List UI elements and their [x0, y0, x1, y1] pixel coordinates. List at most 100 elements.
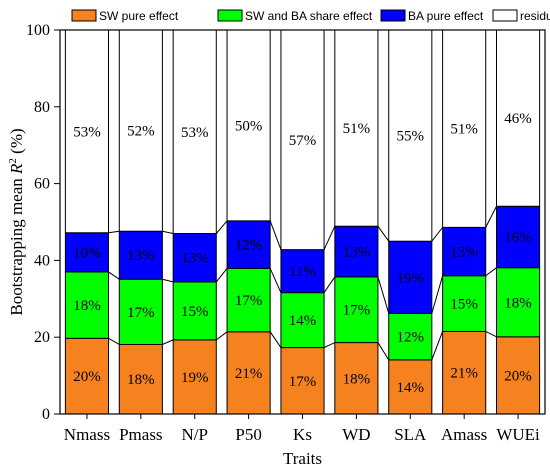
data-label: 18%	[343, 371, 371, 387]
bar-segment	[64, 271, 109, 339]
bar-segment	[280, 249, 325, 294]
data-label: 13%	[450, 245, 478, 261]
bar-segment	[496, 29, 541, 207]
bar-segment	[118, 278, 163, 345]
data-label: 18%	[504, 295, 532, 311]
data-label: 17%	[289, 374, 317, 390]
legend-swatch	[380, 9, 406, 22]
data-label: 13%	[181, 251, 209, 267]
y-tick-label: 80	[34, 99, 50, 116]
bar-segment	[442, 330, 487, 415]
x-axis-title: Traits	[283, 449, 322, 468]
connector-line	[108, 337, 120, 345]
bar-segment	[226, 220, 271, 269]
data-label: 14%	[397, 380, 425, 396]
x-tick-label: Nmass	[64, 425, 110, 444]
x-tick-label: Pmass	[119, 425, 162, 444]
connector-line	[377, 276, 390, 314]
connector-line	[215, 268, 228, 283]
bar-segment	[442, 29, 487, 228]
data-label: 19%	[397, 270, 425, 286]
connector-line	[108, 271, 120, 280]
data-label: 16%	[504, 230, 532, 246]
legend-label: SW pure effect	[99, 9, 179, 23]
data-label: 20%	[73, 369, 101, 385]
connector-line	[431, 331, 444, 361]
legend-swatch	[217, 9, 243, 22]
bar-segment	[442, 275, 487, 332]
connector-line	[215, 331, 228, 341]
connector-line	[323, 276, 336, 293]
y-tick-label: 0	[42, 406, 50, 423]
bar-segment	[172, 233, 217, 283]
bar-segment	[496, 267, 541, 338]
legend-label: BA pure effect	[408, 9, 484, 23]
x-tick-label: SLA	[394, 425, 427, 444]
data-label: 51%	[450, 122, 478, 138]
data-label: 50%	[235, 118, 263, 134]
bar-segment	[388, 29, 433, 242]
bar-segment	[118, 29, 163, 232]
bar-segment	[64, 337, 109, 415]
bar-segment	[334, 225, 379, 278]
x-tick-label: WD	[342, 425, 370, 444]
data-label: 21%	[235, 366, 263, 382]
data-label: 13%	[343, 245, 371, 261]
legend-swatch	[492, 9, 518, 22]
data-label: 17%	[127, 305, 155, 321]
connector-line	[323, 226, 336, 250]
data-labels-layer: 20% 18% 10% 53% 18% 17% 13% 52% 19% 15% 13% 53% 21% 1…	[73, 111, 532, 396]
x-tick-label: Amass	[441, 425, 487, 444]
data-label: 14%	[289, 313, 317, 329]
connector-lines	[108, 206, 497, 361]
y-tick-label: 60	[34, 176, 50, 193]
data-label: 12%	[397, 330, 425, 346]
y-axis-title-sup: 2	[7, 158, 19, 164]
x-tick-label: P50	[235, 425, 261, 444]
bar-segment	[496, 205, 541, 269]
bar-segment	[172, 281, 217, 341]
bars-layer	[64, 29, 541, 415]
connector-line	[431, 275, 444, 314]
connector-line	[323, 342, 336, 349]
x-tick-label: N/P	[181, 425, 207, 444]
connector-line	[215, 220, 228, 234]
data-label: 18%	[127, 372, 155, 388]
x-tick-label: WUEi	[496, 425, 540, 444]
legend-swatch	[71, 9, 97, 22]
connector-line	[269, 331, 282, 348]
bar-segment	[280, 347, 325, 415]
bar-segment	[226, 29, 271, 222]
bar-segment	[388, 240, 433, 314]
connector-line	[485, 206, 497, 228]
x-tick-label: Ks	[293, 425, 312, 444]
bar-segment	[280, 29, 325, 251]
axes: 0 20 40 60 80 100 Nmass Pmass N/P P50 Ks WD SLA Amass…	[26, 22, 546, 444]
y-axis-title-prefix: Bootstrapping mean	[7, 174, 26, 316]
data-label: 18%	[73, 298, 101, 314]
y-axis-title-r: R	[7, 163, 26, 175]
bar-segment	[172, 29, 217, 235]
y-axis-title: Bootstrapping mean R2 (%)	[7, 128, 26, 315]
legend-label: SW and BA share effect	[245, 9, 373, 23]
data-label: 53%	[181, 125, 209, 141]
connector-line	[162, 339, 174, 345]
bar-segment	[388, 312, 433, 361]
connector-line	[431, 227, 444, 242]
data-label: 57%	[289, 133, 317, 149]
data-label: 12%	[235, 238, 263, 254]
data-label: 46%	[504, 111, 532, 127]
y-tick-label: 100	[26, 22, 50, 39]
data-label: 20%	[504, 368, 532, 384]
data-label: 13%	[127, 248, 155, 264]
data-label: 10%	[73, 245, 101, 261]
connector-line	[269, 220, 282, 250]
data-label: 17%	[235, 293, 263, 309]
connector-line	[162, 230, 174, 235]
legend: SW pure effect SW and BA share effect BA p…	[71, 9, 550, 23]
y-tick-label: 20	[34, 329, 50, 346]
data-label: 55%	[397, 129, 425, 145]
data-label: 17%	[343, 303, 371, 319]
connector-line	[377, 342, 390, 361]
bar-segment	[334, 342, 379, 415]
